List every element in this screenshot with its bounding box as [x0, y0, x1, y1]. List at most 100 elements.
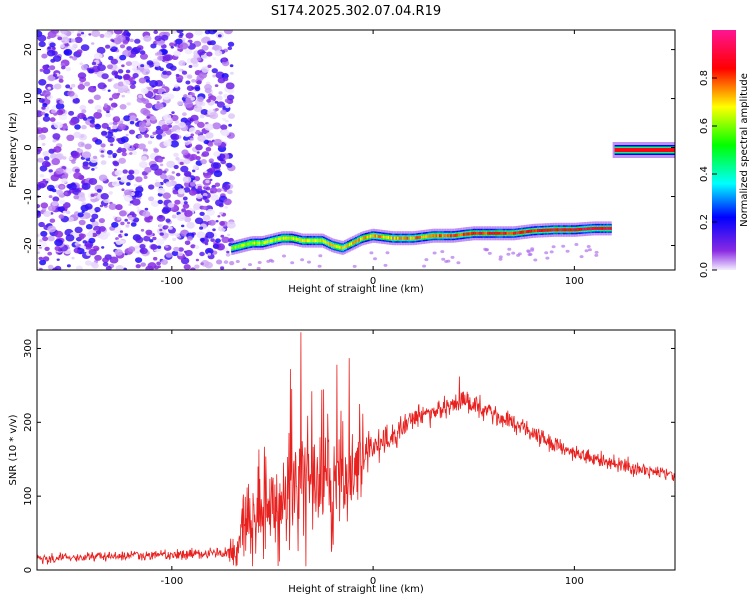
- ridge-peak: [356, 239, 359, 243]
- noise-cell: [219, 211, 224, 215]
- noise-cell: [187, 74, 193, 79]
- noise-cell: [157, 187, 166, 194]
- noise-cell: [226, 189, 233, 195]
- noise-cell: [94, 139, 103, 145]
- noise-cell: [119, 210, 127, 217]
- ridge-peak: [287, 236, 290, 240]
- noise-cell: [219, 221, 226, 226]
- noise-cell: [125, 224, 130, 228]
- noise-cell: [37, 110, 43, 118]
- ridge-peak: [353, 240, 356, 244]
- noise-cell: [153, 61, 161, 67]
- noise-cell: [205, 132, 214, 139]
- noise-cell: [54, 239, 63, 247]
- noise-cell: [41, 160, 51, 168]
- ridge-peak: [273, 238, 276, 242]
- noise-cell: [106, 126, 111, 130]
- noise-cell: [156, 101, 160, 104]
- y-tick-label: 0: [23, 567, 34, 573]
- noise-cell: [108, 203, 117, 210]
- noise-cell: [191, 79, 196, 83]
- noise-cell: [134, 245, 139, 249]
- noise-cell: [112, 160, 118, 165]
- noise-cell: [154, 102, 164, 110]
- noise-cell: [200, 260, 210, 267]
- noise-cell: [72, 97, 80, 104]
- noise-cell: [130, 60, 139, 68]
- ridge-peak: [397, 236, 400, 240]
- noise-cell: [221, 57, 228, 63]
- ridge-peak: [377, 234, 380, 238]
- noise-cell: [43, 210, 52, 217]
- noise-cell: [156, 51, 163, 56]
- noise-cell: [46, 84, 50, 87]
- noise-cell: [140, 87, 149, 95]
- noise-cell: [66, 264, 71, 268]
- noise-cell: [100, 160, 107, 165]
- noise-cell: [102, 257, 109, 263]
- noise-cell: [112, 124, 118, 130]
- noise-cell: [109, 97, 113, 101]
- noise-cell: [140, 262, 146, 267]
- ridge-peak: [303, 239, 306, 243]
- noise-cell: [51, 109, 56, 114]
- noise-cell: [214, 50, 223, 57]
- noise-cell: [147, 140, 153, 145]
- ridge-peak: [319, 239, 322, 243]
- noise-cell: [133, 183, 138, 187]
- ridge-peak: [248, 242, 252, 246]
- noise-cell: [82, 151, 92, 159]
- noise-cell: [215, 108, 219, 111]
- noise-cell: [145, 79, 151, 83]
- ridge-peak: [574, 228, 577, 232]
- ridge-peak: [558, 228, 561, 232]
- ridge-peak: [500, 231, 503, 235]
- ridge-peak: [553, 228, 556, 232]
- noise-cell: [150, 244, 158, 250]
- noise-cell: [173, 50, 181, 57]
- noise-cell: [165, 70, 172, 76]
- ridge-peak: [467, 232, 471, 236]
- ridge-peak: [281, 236, 284, 240]
- ridge-peak: [242, 243, 245, 247]
- noise-cell: [158, 223, 164, 228]
- noise-cell: [69, 87, 73, 90]
- noise-cell: [152, 236, 157, 241]
- noise-cell: [208, 167, 216, 174]
- noise-cell: [126, 174, 135, 181]
- noise-cell: [126, 153, 130, 156]
- noise-cell: [70, 38, 76, 43]
- ridge-peak: [247, 242, 250, 246]
- noise-cell: [157, 265, 161, 269]
- ridge-peak: [276, 237, 279, 241]
- ridge-wisp: [270, 259, 275, 263]
- noise-cell: [135, 176, 143, 183]
- noise-cell: [225, 119, 229, 123]
- noise-cell: [110, 46, 118, 52]
- ridge-peak: [343, 245, 347, 249]
- ridge-peak: [400, 236, 403, 240]
- noise-cell: [112, 152, 118, 157]
- noise-cell: [222, 117, 227, 121]
- noise-cell: [80, 44, 90, 51]
- noise-cell: [119, 54, 127, 61]
- ridge-peak: [569, 228, 572, 232]
- noise-cell: [190, 97, 195, 101]
- ridge-wisp: [511, 251, 516, 255]
- noise-cell: [101, 73, 109, 80]
- ridge-peak: [588, 227, 591, 231]
- noise-cell: [73, 194, 80, 200]
- noise-cell: [39, 173, 45, 178]
- noise-cell: [210, 238, 215, 243]
- noise-cell: [37, 233, 40, 238]
- noise-cell: [40, 202, 49, 209]
- noise-cell: [199, 237, 205, 242]
- ridge-peak: [448, 234, 451, 238]
- ridge-wisp: [253, 270, 257, 273]
- y-tick-label: 20: [23, 43, 34, 56]
- noise-cell: [202, 205, 208, 210]
- noise-cell: [213, 151, 221, 157]
- noise-cell: [37, 184, 42, 191]
- ridge-peak: [340, 246, 343, 250]
- noise-cell: [163, 114, 172, 121]
